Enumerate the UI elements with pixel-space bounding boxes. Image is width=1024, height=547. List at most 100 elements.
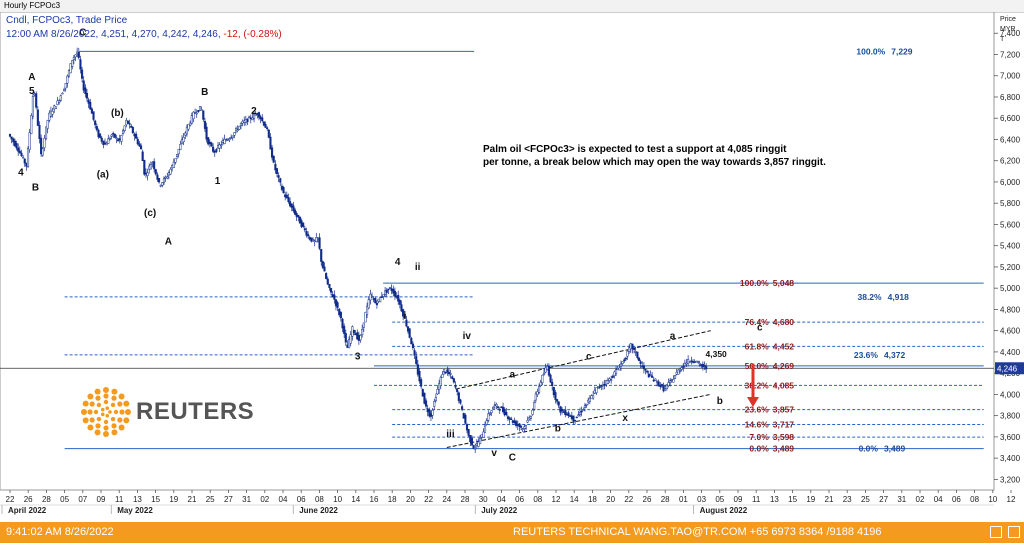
x-tick-label: 27 <box>224 495 233 504</box>
candle-body <box>48 112 51 121</box>
candle-body <box>241 120 244 124</box>
logo-dot <box>108 410 112 414</box>
y-tick-label: 6,000 <box>1000 178 1021 187</box>
candle-body <box>61 92 64 95</box>
candle-body <box>369 293 372 301</box>
candle-body <box>411 343 414 348</box>
candle-body <box>433 401 436 407</box>
candle-body <box>673 375 677 379</box>
logo-dot <box>123 417 130 424</box>
candle-body <box>374 298 377 304</box>
close-icon[interactable] <box>1008 526 1020 538</box>
x-tick-label: 12 <box>552 495 561 504</box>
logo-dot <box>87 424 94 431</box>
candle-body <box>456 389 459 392</box>
channel-line <box>446 393 711 449</box>
candle-body <box>223 139 226 144</box>
candle-body <box>677 369 680 375</box>
x-tick-label: 03 <box>697 495 706 504</box>
logo-dot <box>103 431 109 437</box>
candle-body <box>218 144 221 149</box>
fib-value-label: 3,489 <box>773 444 795 454</box>
month-label: April 2022 <box>8 506 47 515</box>
candle-body <box>64 83 67 89</box>
candle-body <box>488 413 491 415</box>
logo-dot <box>95 395 101 401</box>
candle-body <box>384 290 387 295</box>
candle-body <box>431 409 434 416</box>
candle-body <box>44 126 48 139</box>
candle-body <box>15 143 18 149</box>
x-tick-label: 04 <box>497 495 506 504</box>
candle-body <box>79 59 82 70</box>
candle-body <box>74 54 77 58</box>
candle-body <box>205 126 208 140</box>
candle-body <box>17 147 20 152</box>
y-tick-label: 5,400 <box>1000 242 1021 251</box>
x-tick-label: 10 <box>333 495 342 504</box>
fib-percent-label: 100.0% <box>856 46 885 56</box>
candle-body <box>110 134 113 137</box>
candle-body <box>595 387 598 394</box>
candle-body <box>665 384 668 389</box>
candle-body <box>670 379 673 381</box>
candle-body <box>153 161 156 170</box>
candle-body <box>505 411 508 416</box>
logo-dot <box>96 402 102 408</box>
x-tick-label: 15 <box>788 495 797 504</box>
candle-body <box>243 120 246 123</box>
candle-body <box>516 424 519 426</box>
candle-body <box>385 289 388 293</box>
candle-body <box>415 356 418 365</box>
candle-body <box>200 109 203 111</box>
candle-body <box>428 409 431 417</box>
chart-header: Cndl, FCPOc3, Trade Price 12:00 AM 8/26/… <box>6 14 282 42</box>
candle-body <box>511 420 514 423</box>
candle-body <box>569 415 572 417</box>
candle-body <box>657 381 660 387</box>
price-chart[interactable]: PriceMYRT3,2003,4003,6003,8004,0004,2004… <box>0 12 1024 524</box>
x-tick-label: 24 <box>442 495 451 504</box>
candle-body <box>289 201 292 207</box>
restore-icon[interactable] <box>989 526 1002 538</box>
candle-body <box>565 413 568 416</box>
y-tick-label: 7,400 <box>1000 29 1021 38</box>
candle-body <box>559 406 562 413</box>
candle-body <box>578 411 582 415</box>
candle-body <box>85 93 89 99</box>
candle-body <box>613 371 616 376</box>
candle-body <box>503 408 506 416</box>
candle-body <box>311 239 315 242</box>
candle-body <box>31 96 34 117</box>
candle-body <box>619 363 623 367</box>
candle-body <box>100 137 103 142</box>
fib-value-label: 3,857 <box>773 405 795 415</box>
candle-body <box>154 169 157 175</box>
candle-body <box>182 137 185 143</box>
candle-body <box>221 140 224 143</box>
candle-body <box>158 178 161 183</box>
candle-body <box>705 366 708 370</box>
x-tick-label: 18 <box>588 495 597 504</box>
x-tick-label: 08 <box>315 495 324 504</box>
candle-body <box>418 371 421 382</box>
candle-body <box>524 425 528 429</box>
candle-body <box>308 237 311 240</box>
candle-body <box>695 360 698 363</box>
candle-body <box>287 197 290 203</box>
candle-body <box>215 149 218 152</box>
window-title: Hourly FCPOc3 <box>4 1 61 10</box>
candle-body <box>696 361 700 363</box>
candle-body <box>202 110 205 120</box>
candle-body <box>30 115 33 134</box>
candle-body <box>176 154 179 158</box>
wave-label: iii <box>446 429 455 440</box>
candle-body <box>251 117 254 120</box>
candle-body <box>420 379 423 387</box>
candle-body <box>621 361 624 364</box>
fib-value-label: 5,048 <box>773 278 795 288</box>
candle-body <box>10 136 13 140</box>
candle-body <box>649 374 652 376</box>
candle-body <box>143 159 146 175</box>
candle-body <box>546 366 549 370</box>
